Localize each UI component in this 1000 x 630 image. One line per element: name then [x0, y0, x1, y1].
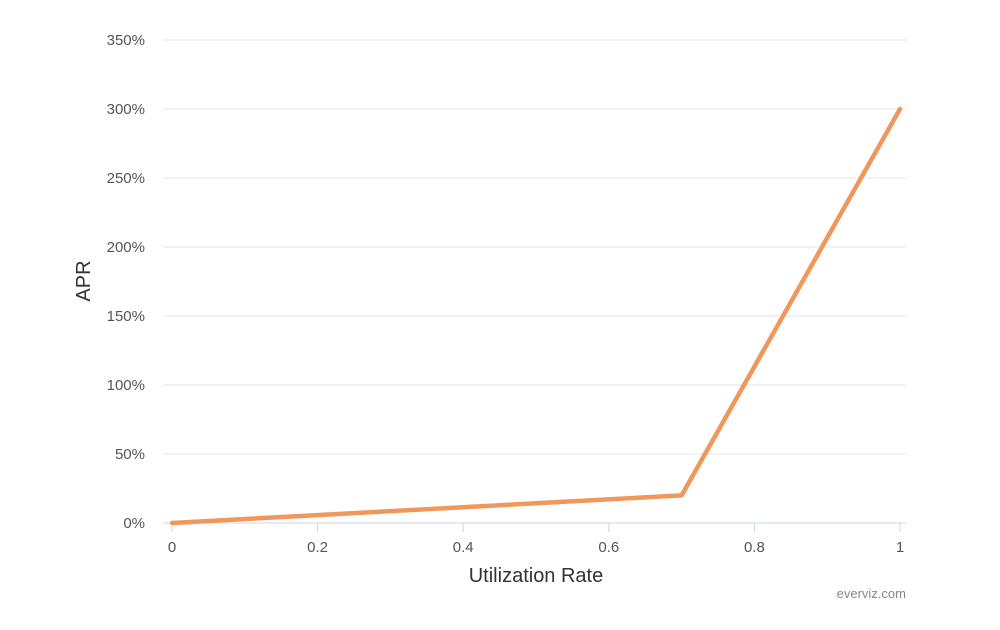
- y-tick-label: 250%: [107, 170, 145, 187]
- y-tick-label: 100%: [107, 377, 145, 394]
- x-tick-label: 0.2: [307, 539, 328, 556]
- y-tick-label: 0%: [123, 515, 145, 532]
- series: [169, 106, 903, 526]
- x-tick-label: 0.6: [598, 539, 619, 556]
- y-axis-ticks: 0% 50% 100% 150% 200% 250% 300% 350%: [107, 32, 145, 532]
- y-tick-label: 300%: [107, 101, 145, 118]
- y-tick-label: 350%: [107, 32, 145, 49]
- x-axis-title: Utilization Rate: [469, 565, 604, 587]
- x-tick-label: 0.4: [453, 539, 474, 556]
- gridlines: [164, 39, 906, 455]
- series-line[interactable]: [169, 106, 903, 526]
- x-tick-label: 0: [168, 539, 176, 556]
- credit-text[interactable]: everviz.com: [837, 586, 906, 601]
- y-tick-label: 50%: [115, 446, 145, 463]
- x-axis-ticks: 0 0.2 0.4 0.6 0.8 1: [168, 523, 904, 556]
- y-tick-label: 200%: [107, 239, 145, 256]
- y-tick-label: 150%: [107, 308, 145, 325]
- x-tick-label: 1: [896, 539, 904, 556]
- x-tick-label: 0.8: [744, 539, 765, 556]
- y-axis-title: APR: [73, 260, 95, 301]
